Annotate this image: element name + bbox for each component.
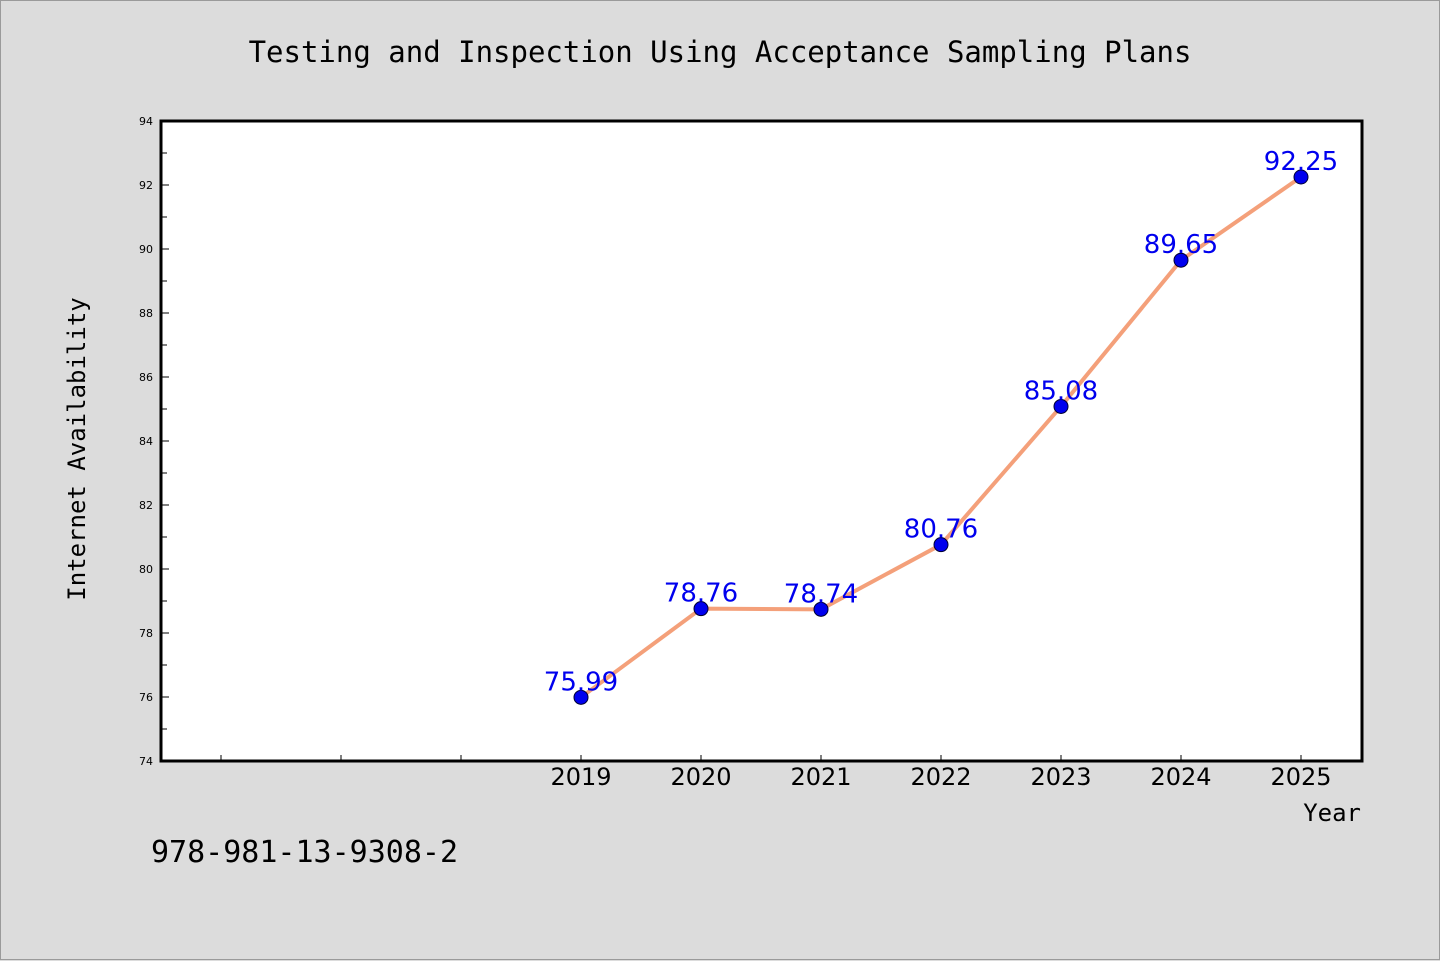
x-axis-label: Year bbox=[1303, 799, 1361, 827]
data-point bbox=[573, 689, 589, 705]
data-markers bbox=[573, 169, 1309, 705]
minor-ticks bbox=[161, 120, 1302, 762]
data-label: 89.65 bbox=[1144, 230, 1218, 260]
data-label: 78.76 bbox=[664, 579, 738, 609]
x-tick-label: 2021 bbox=[790, 763, 851, 791]
data-label: 80.76 bbox=[904, 515, 978, 545]
y-tick-label: 92 bbox=[139, 179, 153, 192]
x-tick-label: 2025 bbox=[1270, 763, 1331, 791]
x-tick-label: 2020 bbox=[670, 763, 731, 791]
y-tick-label: 78 bbox=[139, 627, 153, 640]
data-label: 85.08 bbox=[1024, 376, 1098, 406]
data-label: 92.25 bbox=[1264, 147, 1338, 177]
data-labels: 75.99 78.76 78.74 80.76 85.08 89.65 92.25 bbox=[544, 147, 1338, 697]
data-label: 78.74 bbox=[784, 579, 858, 609]
x-tick-label: 2022 bbox=[910, 763, 971, 791]
y-tick-label: 74 bbox=[139, 755, 153, 768]
y-tick-label: 88 bbox=[139, 307, 153, 320]
y-tick-label: 84 bbox=[139, 435, 153, 448]
y-tick-label: 94 bbox=[139, 115, 153, 128]
isbn-label: 978-981-13-9308-2 bbox=[151, 835, 459, 870]
y-tick-label: 76 bbox=[139, 691, 153, 704]
data-point bbox=[1053, 398, 1069, 414]
x-tick-label: 2024 bbox=[1150, 763, 1211, 791]
axis-ticks: 74 76 78 80 82 84 86 88 90 92 94 2019 2020 2021 2022 20… bbox=[139, 115, 1332, 791]
data-point bbox=[933, 537, 949, 553]
data-point bbox=[813, 601, 829, 617]
data-label: 75.99 bbox=[544, 667, 618, 697]
data-point bbox=[1173, 252, 1189, 268]
x-tick-label: 2023 bbox=[1030, 763, 1091, 791]
y-tick-label: 90 bbox=[139, 243, 153, 256]
y-tick-label: 80 bbox=[139, 563, 153, 576]
y-tick-label: 86 bbox=[139, 371, 153, 384]
data-point bbox=[693, 601, 709, 617]
data-point bbox=[1293, 169, 1309, 185]
chart-title: Testing and Inspection Using Acceptance … bbox=[248, 35, 1192, 69]
y-tick-label: 82 bbox=[139, 499, 153, 512]
plot-area bbox=[159, 119, 1364, 763]
x-tick-label: 2019 bbox=[550, 763, 611, 791]
